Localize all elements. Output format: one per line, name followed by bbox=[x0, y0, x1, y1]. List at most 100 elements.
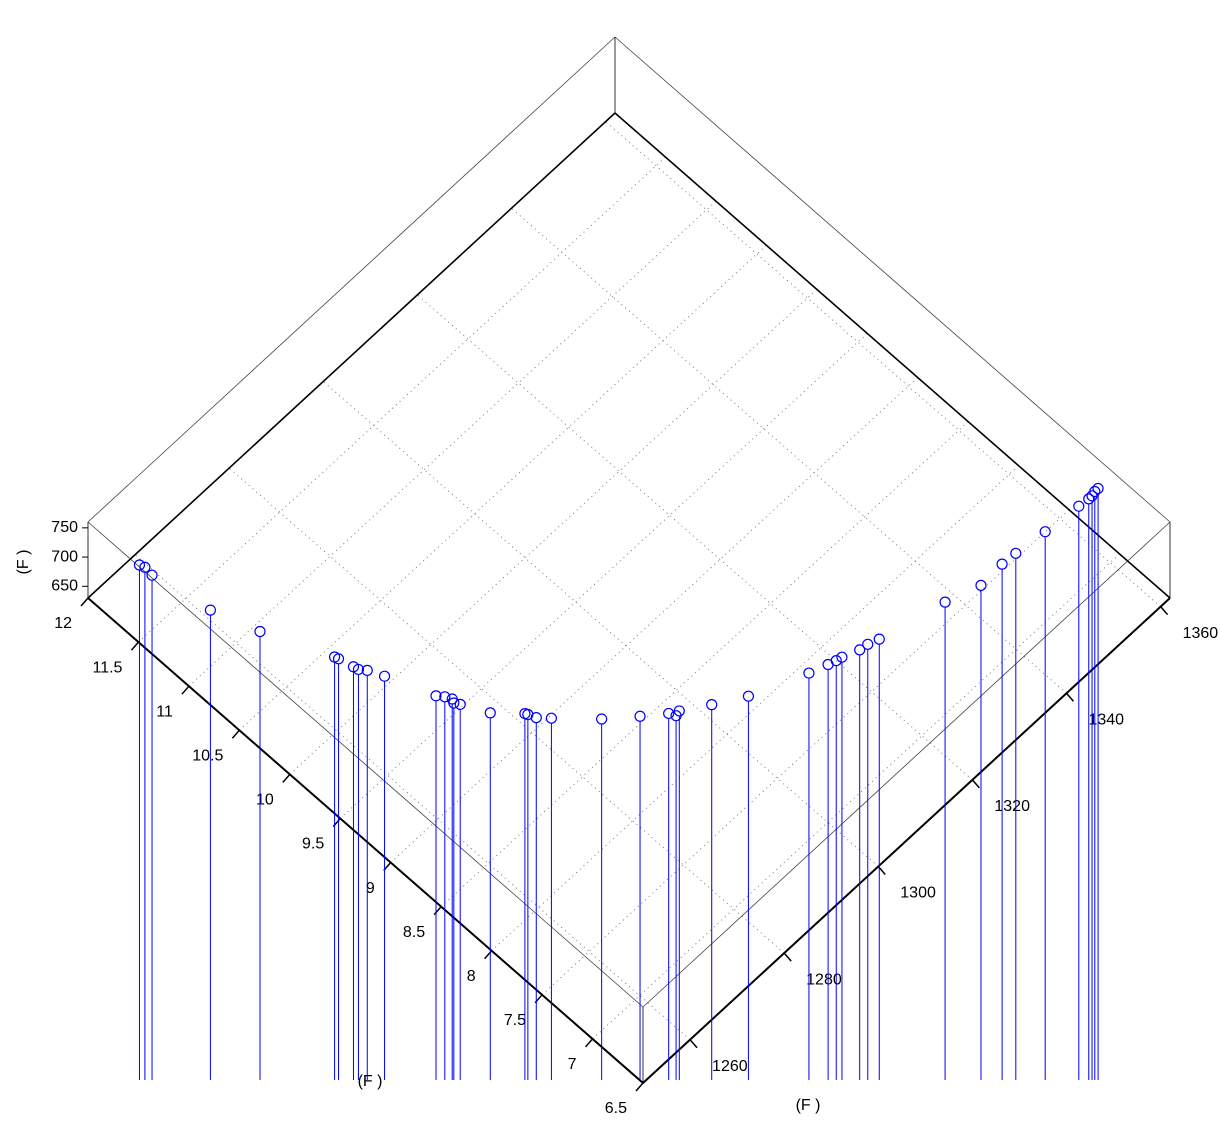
stem-marker bbox=[545, 712, 558, 724]
stem-marker bbox=[706, 699, 718, 711]
y-axis-label: (F ) bbox=[358, 1073, 383, 1090]
stem-marker bbox=[742, 690, 755, 702]
stem-marker bbox=[939, 596, 951, 608]
x-tick bbox=[783, 952, 792, 962]
grid-line bbox=[289, 288, 818, 775]
grid-line bbox=[592, 553, 1120, 1040]
stem-marker bbox=[663, 707, 675, 720]
stem-marker bbox=[975, 579, 987, 591]
grid-line bbox=[134, 554, 691, 1041]
stem-marker bbox=[830, 655, 842, 667]
y-tick-label: 8 bbox=[467, 968, 476, 985]
stem-marker bbox=[530, 712, 542, 724]
stem-marker bbox=[803, 667, 815, 679]
grid-line bbox=[188, 200, 717, 687]
y-tick-label: 9 bbox=[366, 880, 375, 897]
grid-line bbox=[417, 294, 973, 781]
stem-marker bbox=[454, 698, 466, 710]
stem-marker bbox=[139, 561, 151, 573]
x-tick bbox=[689, 1039, 698, 1049]
stem-marker bbox=[204, 604, 217, 616]
z-axis-label: (F ) bbox=[15, 550, 32, 575]
z-tick-label: 650 bbox=[51, 578, 78, 595]
x-tick bbox=[1160, 606, 1169, 616]
z-tick-label: 700 bbox=[51, 548, 78, 565]
grid-line bbox=[228, 467, 785, 954]
stem-marker bbox=[873, 633, 885, 645]
box-edge bbox=[642, 521, 1171, 1008]
y-tick-label: 11 bbox=[156, 703, 173, 720]
y-tick-label: 10 bbox=[256, 792, 274, 809]
stem-marker bbox=[133, 559, 146, 571]
box-edge bbox=[87, 597, 644, 1084]
y-tick bbox=[282, 773, 291, 783]
y-tick-label: 9.5 bbox=[302, 836, 324, 853]
x-tick-label: 1260 bbox=[712, 1058, 748, 1075]
grid-line bbox=[339, 333, 868, 819]
stem-marker bbox=[378, 670, 391, 682]
grid-line bbox=[390, 377, 919, 863]
stem-marker bbox=[332, 653, 345, 665]
stem-marker bbox=[484, 707, 496, 719]
stem-marker bbox=[673, 705, 685, 717]
x-tick-label: 1360 bbox=[1183, 625, 1219, 642]
stem-marker bbox=[1039, 526, 1051, 538]
z-tick-label: 750 bbox=[51, 519, 78, 536]
stem-marker bbox=[1073, 500, 1085, 512]
y-tick bbox=[635, 1082, 644, 1092]
y-tick bbox=[231, 729, 240, 739]
grid-line bbox=[239, 244, 767, 731]
stem-marker bbox=[1092, 482, 1104, 495]
grid-line bbox=[491, 465, 1019, 952]
stem-marker bbox=[862, 638, 874, 650]
grid-line bbox=[440, 421, 969, 908]
y-tick bbox=[433, 906, 442, 916]
x-tick-label: 1340 bbox=[1088, 711, 1124, 728]
x-tick-label: 1280 bbox=[806, 971, 842, 988]
box-edge bbox=[87, 521, 644, 1008]
x-tick bbox=[1065, 692, 1075, 702]
x-tick-label: 1320 bbox=[994, 798, 1030, 815]
box-edge bbox=[87, 36, 616, 523]
box-edge bbox=[87, 112, 616, 599]
box-edge bbox=[614, 112, 1171, 599]
stem-marker bbox=[634, 710, 646, 722]
y-tick-label: 6.5 bbox=[605, 1100, 627, 1117]
y-tick bbox=[584, 1038, 594, 1048]
y-tick-label: 11.5 bbox=[93, 659, 123, 676]
stem-marker bbox=[1089, 485, 1101, 498]
y-tick-label: 7.5 bbox=[504, 1012, 526, 1029]
stem-marker bbox=[596, 713, 608, 725]
stem-marker bbox=[996, 558, 1008, 570]
grid-line bbox=[541, 509, 1070, 996]
stem-marker bbox=[1010, 547, 1022, 559]
stem-marker bbox=[854, 644, 866, 656]
stem-marker bbox=[254, 625, 266, 638]
stem-marker bbox=[146, 569, 158, 581]
y-tick bbox=[181, 685, 190, 695]
stem-marker bbox=[430, 690, 442, 702]
grid-line bbox=[322, 381, 879, 867]
x-axis-label: (F ) bbox=[796, 1097, 821, 1114]
y-tick-label: 8.5 bbox=[403, 924, 425, 941]
box-edge bbox=[642, 597, 1171, 1084]
stem-marker bbox=[352, 663, 365, 676]
x-tick bbox=[971, 779, 980, 789]
grid-line bbox=[605, 121, 1161, 608]
stem-marker bbox=[836, 651, 848, 663]
grid-line bbox=[511, 207, 1067, 694]
y-tick-label: 10.5 bbox=[192, 747, 223, 764]
y-tick-label: 7 bbox=[568, 1056, 577, 1073]
stem-marker bbox=[448, 697, 460, 709]
grid-line bbox=[138, 156, 666, 643]
stem-marker bbox=[1083, 493, 1095, 505]
x-tick-label: 1300 bbox=[900, 885, 936, 902]
y-tick-label: 12 bbox=[54, 615, 72, 632]
stem-marker bbox=[361, 664, 373, 676]
y-tick bbox=[130, 641, 140, 651]
box-edge bbox=[614, 36, 1171, 523]
y-tick bbox=[80, 597, 89, 607]
stem-marker bbox=[439, 691, 451, 703]
